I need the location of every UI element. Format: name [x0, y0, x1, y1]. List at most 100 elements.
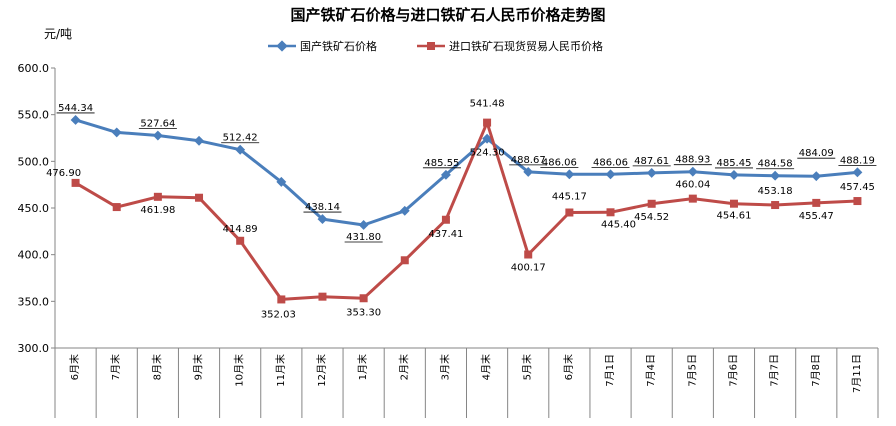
- data-point: [195, 193, 204, 202]
- x-tick-label: 7月4日: [645, 354, 657, 387]
- data-point: [688, 194, 697, 203]
- data-point: [523, 166, 534, 177]
- data-point: [111, 127, 122, 138]
- data-label: 541.48: [470, 99, 505, 110]
- chart-title: 国产铁矿石价格与进口铁矿石人民币价格走势图: [290, 6, 605, 24]
- data-point: [358, 220, 369, 230]
- data-label: 437.41: [428, 229, 463, 240]
- axes: 300.0 350.0 400.0 450.0 500.0 550.0 600.0 6月末 7月…: [18, 62, 879, 418]
- data-point: [524, 250, 533, 259]
- data-point: [236, 236, 245, 245]
- series-line-1: [74, 121, 858, 301]
- data-point: [112, 203, 121, 212]
- data-point: [483, 118, 492, 127]
- y-tick-label: 350.0: [18, 295, 50, 308]
- data-point: [277, 295, 286, 304]
- data-label: 486.06: [593, 157, 628, 168]
- data-label: 512.42: [223, 133, 258, 144]
- data-point: [276, 176, 287, 187]
- x-tick-label: 7月1日: [604, 354, 616, 387]
- series-line-0: [75, 118, 858, 227]
- data-label: 527.64: [140, 119, 175, 130]
- x-tick-label: 12月末: [315, 354, 328, 387]
- y-tick-label: 450.0: [18, 202, 50, 215]
- data-point: [317, 214, 328, 225]
- data-point: [811, 171, 822, 182]
- data-point: [318, 292, 327, 301]
- x-tick-label: 2月末: [397, 354, 410, 380]
- data-label: 353.30: [346, 307, 381, 318]
- legend: 国产铁矿石价格 进口铁矿石现货贸易人民币价格: [268, 39, 603, 53]
- data-point: [853, 197, 862, 206]
- data-point: [647, 199, 656, 208]
- data-label: 455.47: [799, 211, 834, 222]
- data-point: [606, 208, 615, 217]
- data-point: [564, 169, 575, 180]
- data-label: 485.55: [424, 158, 459, 169]
- x-tick-label: 4月末: [480, 354, 493, 380]
- x-tick-label: 6月末: [68, 354, 81, 380]
- data-label: 445.40: [601, 219, 636, 230]
- data-label: 484.58: [758, 159, 793, 170]
- data-label: 460.04: [675, 180, 710, 191]
- data-point: [71, 178, 80, 187]
- data-label: 544.34: [58, 103, 93, 114]
- data-label: 524.30: [470, 148, 505, 159]
- x-tick-label: 3月末: [438, 354, 451, 380]
- x-tick-label: 11月末: [274, 354, 287, 387]
- data-label-layer: 544.34 527.64 512.42 438.14 431.80 485.55 524.…: [46, 99, 877, 320]
- data-label: 400.17: [511, 263, 546, 274]
- x-tick-label: 7月11日: [851, 354, 863, 393]
- data-label: 454.52: [634, 212, 669, 223]
- data-label: 431.80: [346, 232, 381, 243]
- series-layer: [70, 114, 863, 304]
- data-point: [646, 167, 657, 178]
- data-label: 486.06: [542, 157, 577, 168]
- legend-marker-domestic: [276, 40, 288, 52]
- legend-label-import: 进口铁矿石现货贸易人民币价格: [449, 39, 603, 53]
- x-tick-label: 1月末: [356, 354, 369, 380]
- x-tick-label: 10月末: [233, 354, 246, 387]
- data-label: 457.45: [840, 182, 875, 193]
- data-label: 476.90: [46, 168, 81, 179]
- data-point: [399, 205, 410, 216]
- data-label: 352.03: [261, 309, 296, 320]
- data-label: 488.93: [675, 155, 710, 166]
- data-label: 485.45: [716, 158, 751, 169]
- data-point: [400, 256, 409, 265]
- data-point: [771, 201, 780, 210]
- data-point: [812, 198, 821, 207]
- x-tick-label: 8月末: [150, 354, 163, 380]
- data-label: 445.17: [552, 192, 587, 203]
- data-label: 484.09: [799, 148, 834, 159]
- data-point: [153, 192, 162, 201]
- x-tick-label: 6月末: [562, 354, 575, 380]
- data-label: 438.14: [305, 202, 340, 213]
- data-label: 488.19: [840, 155, 875, 166]
- data-point: [687, 166, 698, 177]
- y-axis-unit: 元/吨: [44, 27, 72, 41]
- x-tick-label: 9月末: [192, 354, 205, 380]
- y-tick-label: 500.0: [18, 155, 50, 168]
- data-point: [605, 169, 616, 180]
- data-label: 487.61: [634, 156, 669, 167]
- data-point: [729, 169, 739, 180]
- data-point: [482, 133, 493, 144]
- legend-label-domestic: 国产铁矿石价格: [300, 39, 377, 53]
- data-point: [70, 114, 81, 125]
- data-point: [194, 135, 204, 146]
- legend-marker-import: [427, 42, 435, 50]
- data-point: [359, 294, 368, 303]
- y-tick-label: 400.0: [18, 249, 50, 262]
- x-tick-label: 7月6日: [727, 354, 739, 387]
- x-tick-label: 7月7日: [769, 354, 781, 387]
- x-tick-label: 7月8日: [810, 354, 822, 387]
- data-label: 461.98: [140, 205, 175, 216]
- y-tick-label: 300.0: [18, 342, 50, 355]
- data-point: [441, 215, 450, 224]
- data-label: 453.18: [758, 186, 793, 197]
- data-point: [235, 144, 246, 155]
- data-point: [565, 208, 574, 217]
- data-point: [440, 169, 451, 180]
